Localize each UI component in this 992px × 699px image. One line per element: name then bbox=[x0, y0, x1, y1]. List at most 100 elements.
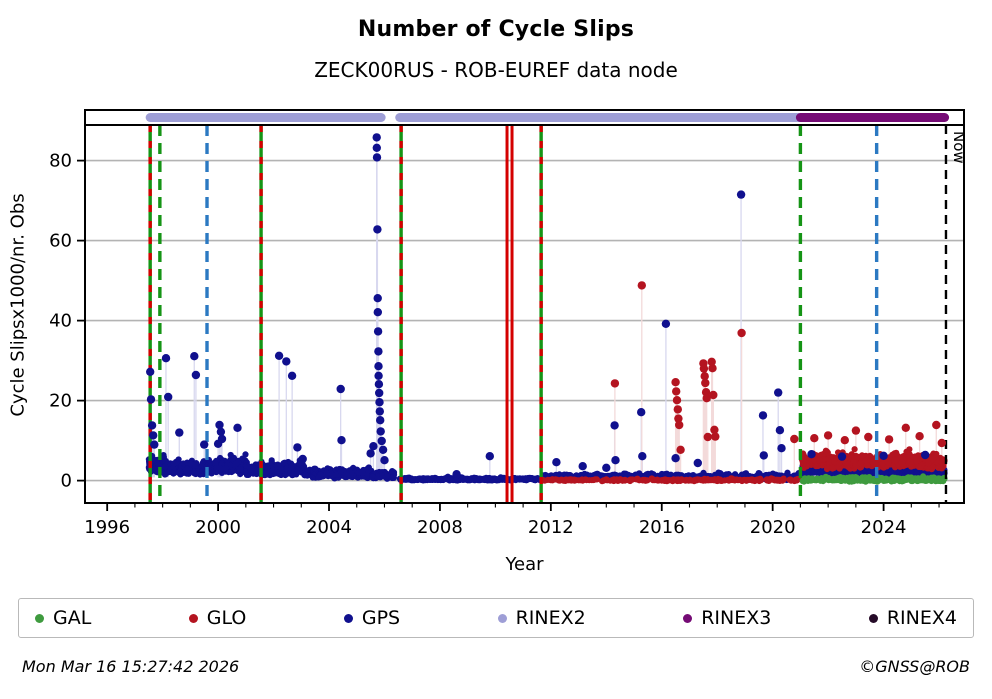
scatter-point bbox=[714, 471, 721, 478]
scatter-point bbox=[817, 477, 824, 484]
y-tick-label: 0 bbox=[61, 471, 72, 492]
scatter-point bbox=[298, 454, 307, 464]
scatter-point bbox=[637, 281, 646, 290]
scatter-point bbox=[182, 466, 189, 474]
scatter-point bbox=[288, 463, 295, 470]
scatter-point bbox=[374, 371, 383, 380]
scatter-point bbox=[625, 471, 632, 478]
scatter-point bbox=[592, 476, 599, 483]
scatter-point bbox=[317, 471, 324, 478]
scatter-point bbox=[842, 477, 849, 484]
scatter-point bbox=[375, 388, 384, 398]
x-tick-label: 2016 bbox=[639, 517, 685, 538]
scatter-point bbox=[903, 448, 910, 455]
scatter-point bbox=[217, 434, 227, 444]
scatter-point bbox=[790, 434, 799, 444]
scatter-point bbox=[759, 451, 768, 460]
scatter-point bbox=[366, 449, 375, 458]
scatter-point bbox=[901, 423, 910, 432]
scatter-point bbox=[290, 471, 297, 478]
scatter-point bbox=[552, 458, 561, 467]
scatter-point bbox=[786, 476, 793, 483]
scatter-point bbox=[233, 423, 242, 432]
scatter-point bbox=[774, 476, 781, 483]
scatter-point bbox=[146, 367, 155, 376]
scatter-point bbox=[864, 462, 871, 469]
scatter-point bbox=[809, 475, 816, 482]
scatter-point bbox=[765, 477, 773, 484]
scatter-point bbox=[653, 477, 660, 484]
scatter-point bbox=[758, 411, 768, 420]
scatter-point bbox=[921, 450, 930, 460]
legend-label-gps: GPS bbox=[361, 607, 401, 629]
scatter-point bbox=[879, 451, 888, 460]
scatter-point bbox=[671, 378, 680, 387]
scatter-point bbox=[302, 471, 309, 479]
scatter-point bbox=[372, 133, 381, 142]
scatter-point bbox=[215, 420, 224, 430]
scatter-point bbox=[915, 432, 924, 441]
scatter-point bbox=[389, 474, 396, 482]
scatter-point bbox=[891, 450, 898, 457]
scatter-point bbox=[227, 462, 234, 469]
legend-label-rinex3: RINEX3 bbox=[701, 607, 772, 629]
scatter-point bbox=[610, 379, 620, 388]
scatter-point bbox=[807, 450, 816, 459]
now-label: Now bbox=[950, 131, 968, 164]
legend-item-gal: GAL bbox=[35, 607, 91, 629]
scatter-point bbox=[541, 477, 549, 484]
scatter-point bbox=[610, 421, 619, 430]
scatter-point bbox=[701, 378, 710, 388]
scatter-point bbox=[738, 477, 746, 485]
scatter-point bbox=[714, 477, 721, 485]
scatter-point bbox=[149, 431, 158, 440]
copyright: ©GNSS@ROB bbox=[859, 657, 970, 676]
scatter-point bbox=[853, 474, 861, 481]
scatter-point bbox=[378, 445, 388, 454]
scatter-point bbox=[410, 476, 417, 483]
scatter-point bbox=[711, 432, 720, 441]
outlier-stems bbox=[149, 137, 943, 478]
legend-item-rinex4: RINEX4 bbox=[868, 607, 957, 629]
scatter-point bbox=[823, 431, 833, 440]
scatter-point bbox=[602, 463, 611, 472]
rinex3-dot-icon bbox=[683, 613, 693, 623]
scatter-point bbox=[558, 476, 565, 483]
scatter-point bbox=[360, 466, 367, 474]
x-tick-label: 1996 bbox=[84, 517, 130, 538]
scatter-point bbox=[700, 372, 709, 381]
x-tick-label: 2000 bbox=[195, 517, 241, 538]
scatter-point bbox=[470, 476, 477, 483]
scatter-point bbox=[702, 394, 711, 403]
scatter-point bbox=[494, 476, 502, 483]
scatter-point bbox=[637, 408, 646, 417]
legend-item-glo: GLO bbox=[188, 607, 247, 629]
scatter-point bbox=[556, 471, 563, 478]
scatter-point bbox=[372, 153, 382, 162]
scatter-point bbox=[583, 476, 590, 483]
scatter-point bbox=[420, 476, 427, 483]
scatter-point bbox=[675, 476, 682, 483]
legend-label-glo: GLO bbox=[206, 607, 247, 629]
scatter-point bbox=[374, 380, 384, 389]
scatter-point bbox=[380, 456, 389, 465]
scatter-point bbox=[638, 452, 647, 461]
scatter-point bbox=[281, 459, 288, 466]
scatter-point bbox=[672, 396, 682, 405]
x-tick-label: 2020 bbox=[750, 517, 796, 538]
scatter-point bbox=[373, 327, 383, 336]
scatter-point bbox=[369, 473, 376, 480]
scatter-point bbox=[190, 352, 199, 361]
scatter-point bbox=[309, 474, 316, 481]
scatter-point bbox=[851, 426, 861, 435]
scatter-point bbox=[276, 469, 283, 476]
scatter-point bbox=[864, 432, 873, 442]
scatter-point bbox=[857, 460, 864, 467]
legend-label-gal: GAL bbox=[53, 607, 92, 629]
scatter-point bbox=[728, 475, 735, 482]
scatter-bands bbox=[145, 446, 948, 485]
scatter-point bbox=[282, 357, 291, 366]
scatter-point bbox=[282, 471, 289, 478]
scatter-point bbox=[373, 225, 382, 234]
